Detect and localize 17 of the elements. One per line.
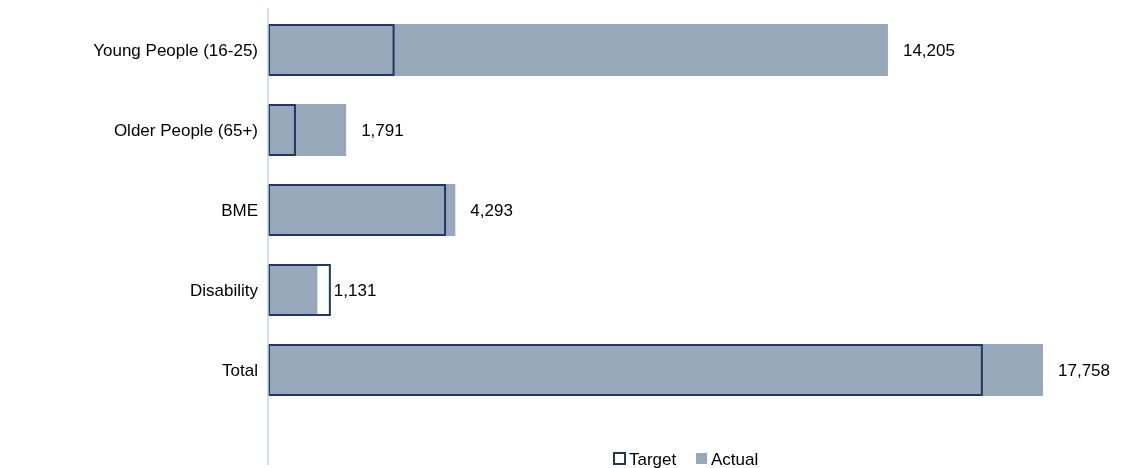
y-tick-label: Disability (189, 280, 259, 300)
y-tick-label: Young People (16-25) (93, 40, 258, 60)
bar (268, 24, 888, 76)
bar (268, 264, 331, 316)
data-label: 17,758 (1058, 360, 1110, 380)
legend-label: Actual (711, 449, 759, 468)
y-tick-label: Older People (65+) (113, 120, 258, 140)
legend-label: Target (629, 449, 677, 468)
bar (268, 104, 296, 156)
data-label: 4,293 (470, 200, 513, 220)
bar (268, 104, 347, 156)
y-tick-label: Total (222, 360, 258, 380)
data-label: 14,205 (902, 40, 955, 60)
data-label: 1,131 (333, 280, 377, 300)
data-label: 1,791 (361, 120, 404, 140)
bar (268, 24, 395, 76)
y-tick-label: BME (221, 200, 258, 220)
